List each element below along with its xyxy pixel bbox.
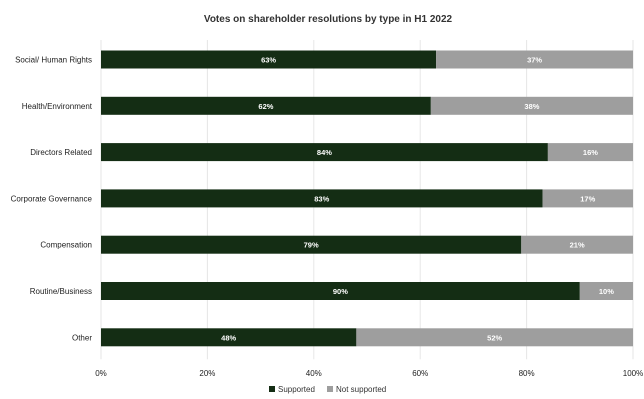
data-label: 17% [580,194,595,203]
x-tick-label: 60% [412,369,428,378]
category-label: Health/Environment [22,102,93,111]
chart-title: Votes on shareholder resolutions by type… [204,14,453,25]
data-label: 37% [527,56,542,65]
data-label: 48% [221,333,236,342]
legend: Supported Not supported [269,385,386,394]
legend-swatch [327,386,333,392]
data-label: 84% [317,148,332,157]
bars: 63% 37% 62% 38% 84% 16% 83% 17% 79% 21% 90% 10% 48% 5… [101,50,633,347]
bar-not-supported [430,96,633,115]
x-tick-label: 20% [199,369,215,378]
x-axis-ticks: 0% 20% 40% 60% 80% 100% [95,369,643,378]
data-label: 10% [599,287,614,296]
legend-label: Not supported [336,385,386,394]
legend-label: Supported [278,385,315,394]
data-label: 38% [524,102,539,111]
bar-not-supported [579,282,633,300]
bar-not-supported [436,50,633,69]
bar-supported [101,282,580,300]
data-label: 21% [570,241,585,250]
category-label: Routine/Business [30,287,92,296]
data-label: 52% [487,333,502,342]
category-label: Other [72,333,92,342]
bar-supported [101,50,437,69]
category-label: Corporate Governance [11,194,93,203]
data-label: 83% [314,194,329,203]
legend-swatch [269,386,275,392]
bar-not-supported [547,143,633,162]
bar-not-supported [542,189,633,208]
bar-supported [101,96,431,115]
x-tick-label: 80% [519,369,535,378]
bar-not-supported [356,328,633,347]
category-label: Social/ Human Rights [15,56,92,65]
bar-not-supported [521,235,633,254]
data-label: 90% [333,287,348,296]
category-label: Directors Related [30,148,92,157]
category-label: Compensation [40,241,92,250]
data-label: 62% [258,102,273,111]
x-tick-label: 0% [95,369,107,378]
data-label: 79% [304,241,319,250]
category-labels: Social/ Human Rights Health/Environment Di… [11,56,93,343]
bar-supported [101,143,548,162]
x-tick-label: 40% [306,369,322,378]
bar-supported [101,235,522,254]
x-tick-label: 100% [623,369,643,378]
data-label: 16% [583,148,598,157]
bar-supported [101,189,543,208]
data-label: 63% [261,56,276,65]
bar-supported [101,328,357,347]
